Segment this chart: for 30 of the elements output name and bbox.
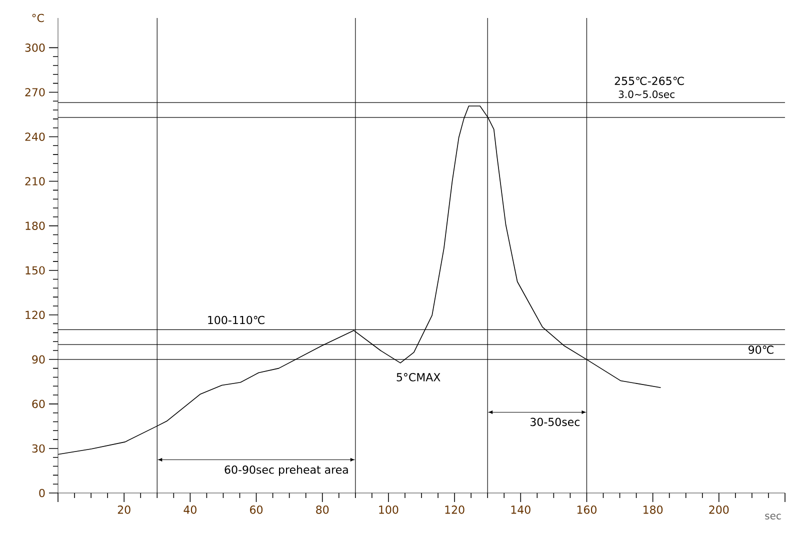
x-tick-label: 120 (445, 506, 464, 514)
y-tick-label: 30 (32, 444, 45, 453)
ref-line-label: 100-110℃ (208, 316, 264, 324)
ref-line-label: 255℃-265℃ (614, 76, 684, 86)
y-tick-label: 180 (26, 222, 45, 230)
annotation: 3.0~5.0sec (618, 90, 674, 98)
y-tick-label: 0 (39, 488, 45, 498)
y-tick-label: 210 (25, 177, 45, 186)
x-tick-label: 20 (118, 506, 130, 514)
x-tick-label: 100 (379, 506, 398, 514)
x-tick-label: 140 (511, 506, 530, 514)
x-tick-label: 40 (184, 506, 196, 514)
x-tick-label: 160 (577, 506, 596, 514)
y-tick-label: 300 (25, 44, 45, 52)
ref-line-label: 90℃ (748, 346, 774, 354)
y-tick-label: 240 (25, 132, 45, 141)
x-axis-title: sec (765, 514, 781, 520)
y-axis-title: °C (32, 14, 44, 22)
y-tick-label: 90 (32, 355, 45, 364)
y-tick-label: 60 (32, 400, 45, 408)
y-tick-label: 120 (26, 310, 45, 320)
x-tick-label: 200 (709, 506, 729, 514)
x-tick-label: 60 (250, 506, 263, 514)
ref-line-label: 30-50sec (530, 418, 580, 426)
annotation: 5°CMAX (396, 373, 440, 382)
ref-line-label: 60-90sec preheat area (224, 465, 348, 476)
x-tick-label: 180 (644, 506, 663, 514)
y-tick-label: 270 (25, 88, 45, 96)
x-tick-label: 80 (316, 506, 329, 514)
y-tick-label: 150 (26, 266, 45, 275)
